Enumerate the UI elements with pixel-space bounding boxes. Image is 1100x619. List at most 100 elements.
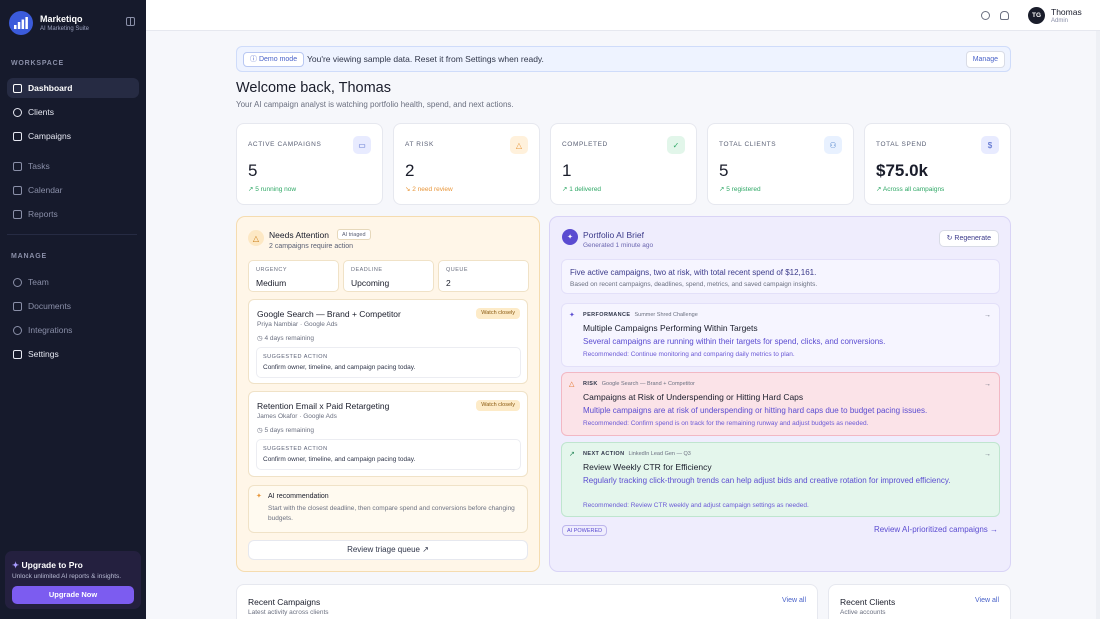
suggested-action-label: SUGGESTED ACTION [263,446,328,452]
sidebar-item-label: Dashboard [28,83,73,93]
document-icon [13,301,22,311]
warning-icon: △ [510,136,528,154]
queue-chip: QUEUE 2 [438,260,529,292]
summary-subtext: Based on recent campaigns, deadlines, sp… [570,281,818,288]
stat-card-active-campaigns: ACTIVE CAMPAIGNS ▭ 5 ↗ 5 running now [236,123,383,205]
user-name[interactable]: Thomas [1051,7,1082,17]
stat-note: ↗ 5 registered [719,186,761,193]
sidebar-collapse-icon[interactable] [126,17,135,26]
sidebar-item-settings[interactable]: Settings [7,344,139,364]
sparkle-icon: ✦ [256,493,262,500]
upgrade-card: ✦ Upgrade to Pro Unlock unlimited AI rep… [5,551,141,609]
view-all-clients-link[interactable]: View all [975,597,999,604]
manage-section-label: MANAGE [11,253,47,260]
sidebar-item-label: Reports [28,209,58,219]
demo-banner: ⓘ Demo mode You're viewing sample data. … [236,46,1011,72]
ai-recommendation: ✦ AI recommendation Start with the close… [248,485,528,533]
stat-value: $75.0k [876,161,928,180]
stat-value: 2 [405,161,415,180]
plug-icon [13,325,22,335]
sidebar-item-clients[interactable]: Clients [7,102,139,122]
insight-card-risk[interactable]: △ RISK Google Search — Brand + Competitor… [561,372,1000,436]
sidebar-item-label: Campaigns [28,131,71,141]
sliders-icon [13,349,22,359]
portfolio-ai-brief-panel: ✦ Portfolio AI Brief Generated 1 minute … [549,216,1011,572]
megaphone-icon [13,131,22,141]
chat-icon: ▭ [353,136,371,154]
view-all-campaigns-link[interactable]: View all [782,597,806,604]
sidebar-item-integrations[interactable]: Integrations [7,320,139,340]
sidebar-item-tasks[interactable]: Tasks [7,156,139,176]
stat-value: 1 [562,161,572,180]
recent-campaigns-subtitle: Latest activity across clients [248,609,329,616]
manage-button[interactable]: Manage [965,51,1005,68]
task-meta: Priya Nambiar · Google Ads [257,321,338,328]
insight-context: Summer Shred Challenge [634,312,698,318]
sidebar-item-campaigns[interactable]: Campaigns [7,126,139,146]
chip-value: 2 [446,278,451,288]
watch-closely-badge: Watch closely [476,400,520,411]
insight-title: Campaigns at Risk of Underspending or Hi… [583,392,804,402]
insight-kind: PERFORMANCE [583,312,631,318]
recommendation-text: Start with the closest deadline, then co… [268,505,515,523]
sidebar-item-dashboard[interactable]: Dashboard [7,78,139,98]
upgrade-title: Upgrade to Pro [21,560,83,570]
ai-powered-badge: AI POWERED [562,525,608,536]
brief-subtitle: Generated 1 minute ago [583,242,654,249]
needs-attention-panel: △ Needs Attention AI triaged 2 campaigns… [236,216,540,572]
insight-card-next-action[interactable]: ↗ NEXT ACTION LinkedIn Lead Gen — Q3 → Re… [561,442,1000,517]
upgrade-subtitle: Unlock unlimited AI reports & insights. [12,573,122,580]
stat-note: ↗ Across all campaigns [876,186,945,193]
sidebar-item-team[interactable]: Team [7,272,139,292]
sidebar: Marketiqo AI Marketing Suite WORKSPACE D… [0,0,146,619]
insight-kind: RISK [583,381,598,387]
arrow-right-icon: → [984,312,991,319]
review-triage-queue-button[interactable]: Review triage queue ↗ [248,540,528,560]
chip-label: URGENCY [256,267,288,273]
task-title: Retention Email x Paid Retargeting [257,401,390,411]
upgrade-now-button[interactable]: Upgrade Now [12,586,134,604]
page-title: Welcome back, Thomas [236,80,391,96]
suggested-action-label: SUGGESTED ACTION [263,354,328,360]
brief-title: Portfolio AI Brief [583,230,644,240]
brand[interactable]: Marketiqo AI Marketing Suite [9,11,89,35]
recommendation-title: AI recommendation [268,493,329,500]
help-icon[interactable] [981,11,990,20]
bell-icon[interactable] [1000,11,1009,20]
recent-clients-card: Recent Clients Active accounts View all [828,584,1011,619]
sidebar-divider [7,234,137,235]
suggested-action: SUGGESTED ACTION Confirm owner, timeline… [256,347,521,378]
page-subtitle: Your AI campaign analyst is watching por… [236,100,514,109]
stat-card-at-risk: AT RISK △ 2 ↘ 2 need review [393,123,540,205]
grid-icon [13,83,22,93]
suggested-action-text: Confirm owner, timeline, and campaign pa… [263,364,416,371]
avatar[interactable]: TG [1028,7,1045,24]
scrollbar[interactable] [1096,31,1100,619]
attention-task-card[interactable]: Retention Email x Paid Retargeting Watch… [248,391,528,477]
stat-note: ↗ 1 delivered [562,186,602,193]
sidebar-item-calendar[interactable]: Calendar [7,180,139,200]
banner-text: You're viewing sample data. Reset it fro… [307,54,544,64]
sparkle-icon: ✦ [12,560,22,570]
sidebar-item-documents[interactable]: Documents [7,296,139,316]
attention-task-card[interactable]: Google Search — Brand + Competitor Watch… [248,299,528,384]
checklist-icon [13,161,22,171]
team-icon [13,277,22,287]
warning-icon: △ [248,230,264,246]
deadline-chip: DEADLINE Upcoming [343,260,434,292]
arrow-right-icon: → [984,451,991,458]
regenerate-button[interactable]: ↻ Regenerate [938,230,999,247]
review-ai-prioritized-link[interactable]: Review AI-prioritized campaigns → [873,525,998,534]
sidebar-item-reports[interactable]: Reports [7,204,139,224]
attention-subtitle: 2 campaigns require action [269,243,354,250]
regenerate-label: Regenerate [954,235,991,242]
sidebar-item-label: Integrations [28,325,73,335]
task-due: 4 days remaining [264,335,314,342]
insight-context: Google Search — Brand + Competitor [601,381,695,387]
sidebar-item-label: Tasks [28,161,50,171]
insight-card-performance[interactable]: ✦ PERFORMANCE Summer Shred Challenge → Mu… [561,303,1000,367]
insight-text: Regularly tracking click-through trends … [583,476,951,485]
check-circle-icon: ✓ [667,136,685,154]
insight-recommendation: Recommended: Review CTR weekly and adjus… [583,502,809,509]
suggested-action-text: Confirm owner, timeline, and campaign pa… [263,456,416,463]
